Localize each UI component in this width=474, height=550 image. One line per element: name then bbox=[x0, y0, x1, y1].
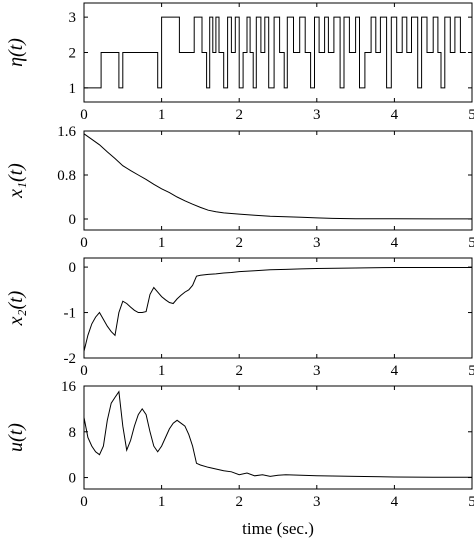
y-tick-label: 3 bbox=[69, 10, 77, 26]
x-tick-label: 3 bbox=[313, 235, 321, 251]
x-tick-label: 2 bbox=[235, 494, 243, 510]
plot-frame bbox=[83, 257, 473, 359]
y-tick-label: 16 bbox=[61, 379, 77, 395]
series-line bbox=[83, 390, 472, 478]
y-tick-label: 8 bbox=[69, 425, 77, 441]
x-tick-label: 5 bbox=[468, 235, 474, 251]
tick-labels: 0 1 2 3 4 5 0 8 16 bbox=[61, 379, 474, 510]
x-tick-label: 4 bbox=[391, 363, 399, 379]
tick-labels: 0 1 2 3 4 5 -2 -1 0 bbox=[64, 260, 474, 379]
x-tick-label: 1 bbox=[158, 107, 166, 123]
y-tick-label: 0 bbox=[69, 471, 77, 487]
tick-labels: 0 1 2 3 4 5 0 0.8 1.6 bbox=[57, 124, 474, 251]
tick-marks bbox=[83, 258, 473, 359]
y-tick-label: -2 bbox=[64, 351, 77, 367]
y-axis-label: x₂(t) bbox=[5, 290, 27, 326]
x-tick-label: 4 bbox=[391, 107, 399, 123]
y-axis-label: u(t) bbox=[5, 423, 27, 452]
panel-x1: 0 1 2 3 4 5 0 0.8 1.6 x₁(t) bbox=[5, 124, 474, 251]
y-tick-label: 0 bbox=[69, 212, 77, 228]
x-tick-label: 4 bbox=[391, 235, 399, 251]
x-tick-label: 1 bbox=[158, 494, 166, 510]
panel-x2: 0 1 2 3 4 5 -2 -1 0 x₂(t) bbox=[5, 257, 474, 379]
x-tick-label: 5 bbox=[468, 363, 474, 379]
x-tick-label: 2 bbox=[235, 363, 243, 379]
y-tick-label: 1 bbox=[69, 81, 77, 97]
y-tick-label: 0 bbox=[69, 260, 77, 276]
x-tick-label: 4 bbox=[391, 494, 399, 510]
x-tick-label: 3 bbox=[313, 363, 321, 379]
x-tick-label: 2 bbox=[235, 107, 243, 123]
x-tick-label: 0 bbox=[80, 494, 88, 510]
x-tick-label: 0 bbox=[80, 107, 88, 123]
x-tick-label: 0 bbox=[80, 363, 88, 379]
x-tick-label: 3 bbox=[313, 107, 321, 123]
tick-marks bbox=[83, 385, 473, 489]
tick-marks bbox=[83, 130, 473, 230]
x-tick-label: 5 bbox=[468, 494, 474, 510]
y-axis-label: x₁(t) bbox=[5, 163, 27, 199]
x-tick-label: 1 bbox=[158, 363, 166, 379]
series-line bbox=[84, 16, 466, 89]
y-tick-label: -1 bbox=[64, 306, 77, 322]
x-tick-label: 1 bbox=[158, 235, 166, 251]
plot-frame bbox=[83, 130, 473, 231]
x-tick-label: 3 bbox=[313, 494, 321, 510]
y-tick-label: 2 bbox=[69, 46, 77, 62]
x-tick-label: 0 bbox=[80, 235, 88, 251]
plot-frame bbox=[83, 385, 473, 490]
panel-u: 0 1 2 3 4 5 0 8 16 u(t) time (sec.) bbox=[5, 379, 474, 538]
x-tick-label: 5 bbox=[468, 107, 474, 123]
x-axis-label: time (sec.) bbox=[242, 519, 314, 538]
y-tick-label: 1.6 bbox=[57, 124, 76, 140]
y-tick-label: 0.8 bbox=[57, 168, 76, 184]
series-line bbox=[83, 267, 472, 352]
x-tick-label: 2 bbox=[235, 235, 243, 251]
y-axis-label: η(t) bbox=[5, 38, 27, 67]
series-line bbox=[83, 133, 472, 220]
